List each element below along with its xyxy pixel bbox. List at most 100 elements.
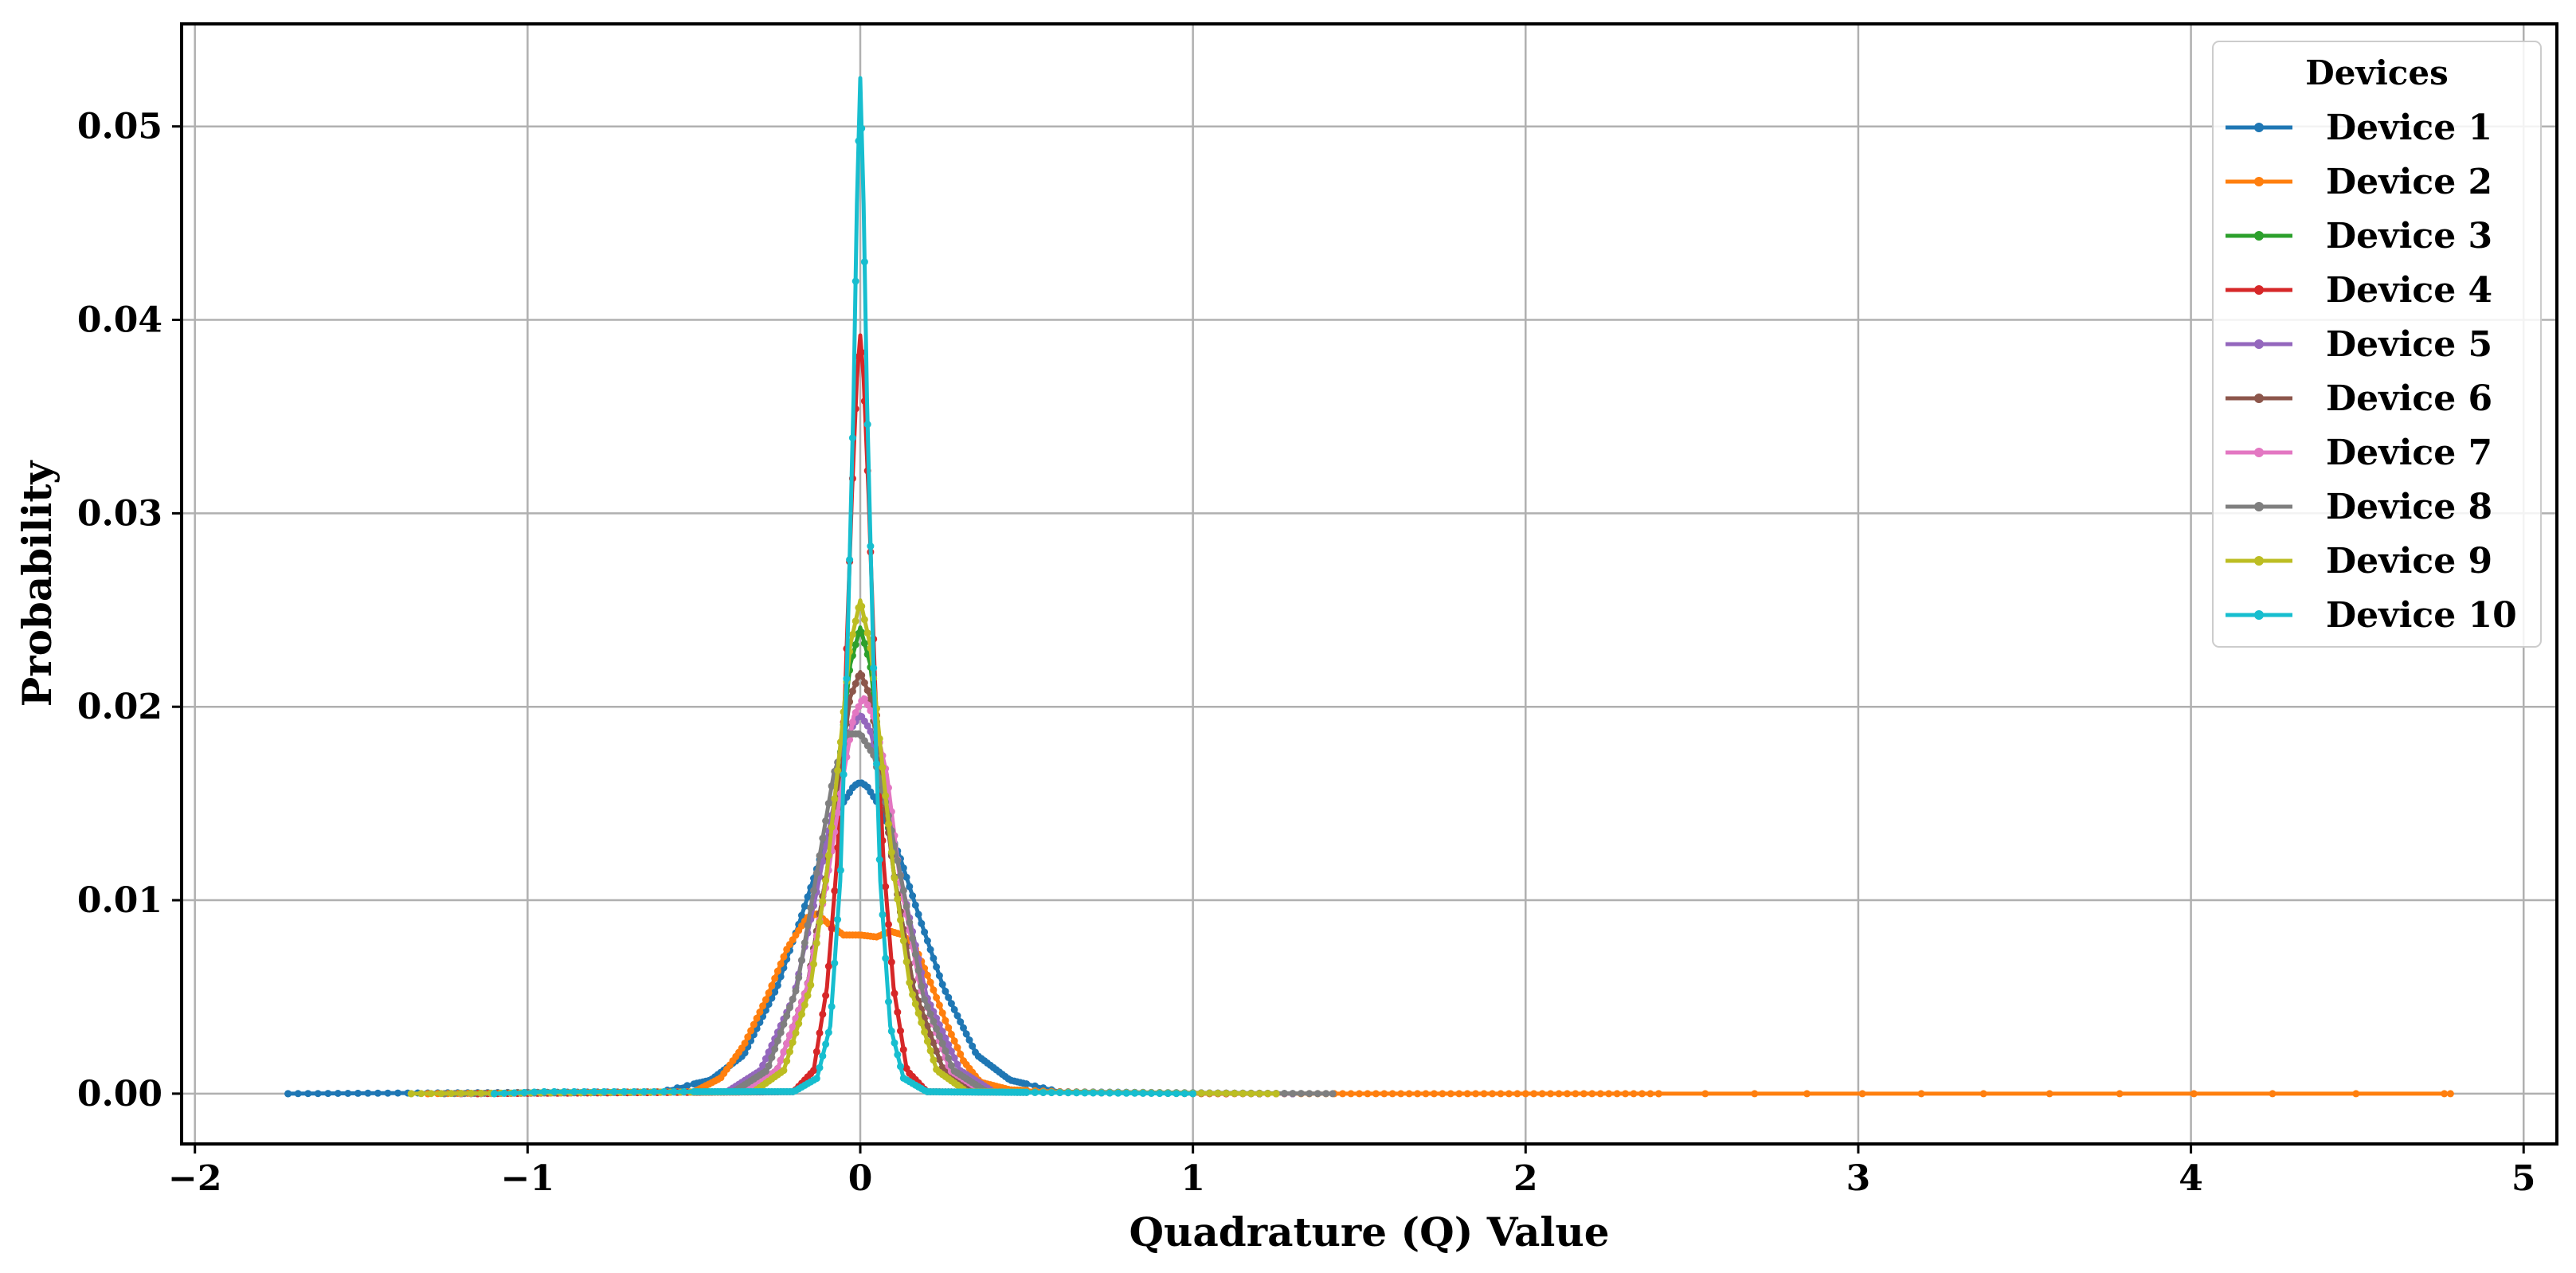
- series-point: [1463, 1090, 1471, 1098]
- series-point: [756, 1009, 764, 1016]
- series-point: [780, 1048, 788, 1056]
- series-point: [780, 1020, 788, 1028]
- series-point: [540, 1087, 548, 1095]
- series-point: [783, 1012, 791, 1020]
- series-point: [1472, 1090, 1480, 1098]
- series-point: [867, 707, 875, 715]
- series-point: [1580, 1090, 1587, 1098]
- y-tick-label: 0.04: [77, 300, 162, 341]
- series-point: [804, 922, 812, 930]
- series-point: [1605, 1090, 1613, 1098]
- series-point: [828, 782, 836, 790]
- series-point: [810, 960, 817, 968]
- series-point: [1530, 1090, 1538, 1098]
- series-point: [2269, 1090, 2277, 1098]
- series-point: [610, 1087, 618, 1095]
- series-point: [1372, 1090, 1380, 1098]
- series-point: [819, 1052, 827, 1060]
- series-point: [1803, 1090, 1811, 1098]
- legend-title: Devices: [2305, 53, 2448, 92]
- series-point: [887, 1027, 895, 1035]
- series-point: [933, 1024, 941, 1032]
- series-point: [2441, 1090, 2449, 1098]
- series-point: [911, 1000, 919, 1008]
- series-point: [364, 1089, 372, 1097]
- series-point: [768, 994, 776, 1002]
- legend-item: Device 2: [2226, 162, 2492, 202]
- series-point: [921, 928, 929, 936]
- series-point: [1106, 1089, 1114, 1097]
- series-point: [789, 1039, 797, 1046]
- series-point: [1264, 1090, 1272, 1098]
- series-point: [1613, 1090, 1621, 1098]
- legend-marker: [2254, 394, 2264, 403]
- series-point: [918, 982, 926, 990]
- series-point: [1596, 1090, 1604, 1098]
- series-point: [945, 993, 953, 1001]
- series-point: [834, 766, 842, 774]
- series-point: [1206, 1089, 1213, 1097]
- series-point: [427, 1090, 435, 1098]
- series-point: [771, 1045, 779, 1053]
- series-point: [945, 1054, 953, 1062]
- series-point: [885, 998, 892, 1005]
- series-point: [894, 1009, 902, 1016]
- series-point: [284, 1090, 292, 1098]
- series-point: [747, 1027, 755, 1035]
- series-point: [753, 1014, 761, 1022]
- series-point: [902, 903, 910, 911]
- series-point: [930, 1017, 938, 1025]
- series-point: [906, 919, 914, 926]
- series-point: [873, 760, 880, 768]
- series-point: [1505, 1090, 1513, 1098]
- series-point: [344, 1090, 352, 1097]
- series-point: [933, 993, 941, 1001]
- series-point: [1455, 1090, 1463, 1098]
- series-point: [897, 872, 904, 879]
- series-point: [863, 421, 871, 429]
- y-axis-title: Probability: [14, 460, 61, 707]
- series-point: [786, 1048, 793, 1056]
- y-tick-label: 0.01: [77, 880, 162, 921]
- series-point: [780, 1067, 788, 1075]
- series-point: [836, 866, 844, 874]
- series-point: [875, 856, 883, 864]
- series-point: [795, 1020, 803, 1028]
- series-point: [923, 1003, 931, 1011]
- series-point: [1513, 1090, 1521, 1098]
- series-point: [761, 1055, 769, 1063]
- series-point: [947, 1062, 955, 1070]
- legend-label: Device 4: [2326, 270, 2492, 311]
- series-10: [491, 76, 1197, 1098]
- series-point: [1430, 1090, 1438, 1098]
- series-point: [640, 1087, 648, 1095]
- series-point: [765, 1062, 773, 1070]
- series-point: [860, 695, 868, 703]
- x-tick-label: 1: [1180, 1158, 1205, 1199]
- series-point: [765, 989, 773, 997]
- series-point: [930, 954, 938, 962]
- series-point: [801, 903, 808, 910]
- legend-marker: [2254, 231, 2264, 241]
- series-point: [1073, 1089, 1080, 1097]
- series-point: [899, 864, 907, 872]
- series-point: [921, 996, 929, 1003]
- series-point: [1538, 1090, 1546, 1098]
- series-point: [935, 1032, 943, 1040]
- series-point: [334, 1090, 342, 1097]
- series-point: [891, 989, 898, 997]
- series-point: [1480, 1090, 1488, 1098]
- series-point: [870, 664, 878, 672]
- series-point: [909, 934, 917, 942]
- series-point: [1039, 1089, 1047, 1096]
- series-point: [777, 1028, 785, 1036]
- legend-marker: [2254, 448, 2264, 457]
- series-point: [858, 124, 866, 132]
- series-point: [899, 1046, 907, 1054]
- series-point: [923, 971, 931, 979]
- series-point: [914, 966, 922, 974]
- series-point: [909, 892, 917, 899]
- series-point: [840, 770, 848, 778]
- series-point: [1272, 1090, 1280, 1098]
